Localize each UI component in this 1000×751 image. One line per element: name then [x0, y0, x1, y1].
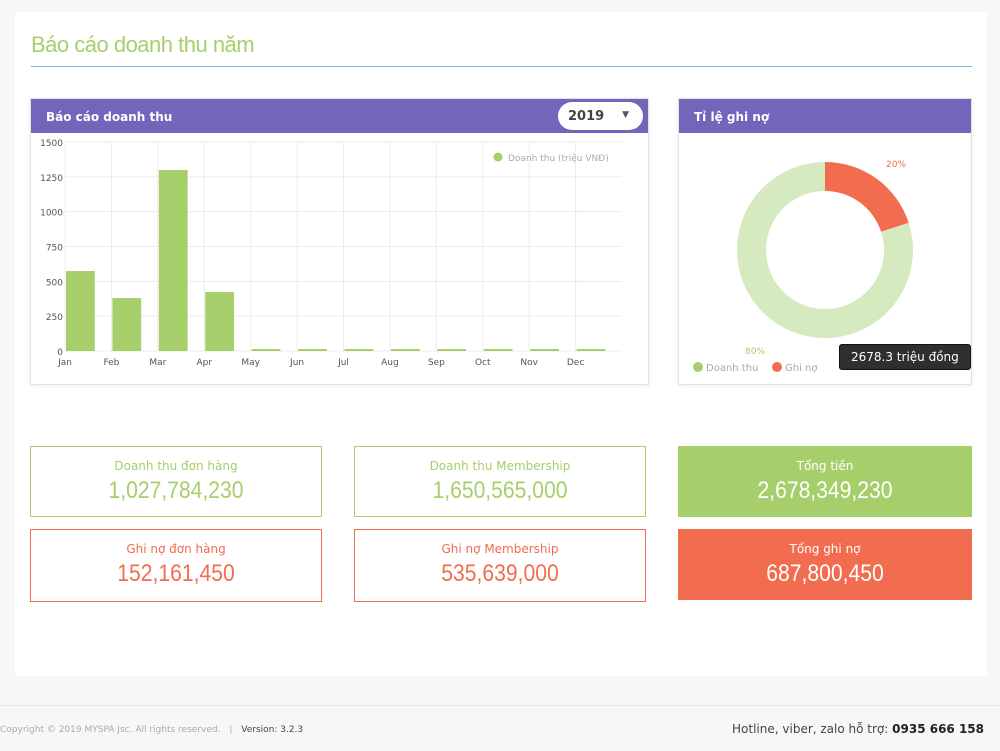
- legend-label: Doanh thu (triệu VNĐ): [508, 153, 609, 164]
- footer: Copyright © 2019 MYSPA Jsc. All rights r…: [0, 705, 1000, 751]
- y-tick-label: 500: [46, 278, 63, 288]
- x-tick-label: Oct: [475, 358, 491, 368]
- stat-label: Ghi nợ Membership: [441, 542, 559, 556]
- legend-label-revenue: Doanh thu: [706, 363, 758, 374]
- revenue-card-header: Báo cáo doanh thu 2019 ▼: [31, 99, 648, 133]
- stat-label: Tổng ghi nợ: [789, 542, 861, 556]
- x-tick-label: Sep: [428, 358, 445, 368]
- x-tick-label: Jul: [337, 358, 349, 368]
- chart-tooltip: 2678.3 triệu đồng: [839, 344, 971, 370]
- x-tick-label: May: [241, 358, 260, 368]
- slice-label-debt: 20%: [886, 160, 906, 170]
- caret-down-icon: ▼: [622, 110, 629, 120]
- stat-order-debt: Ghi nợ đơn hàng 152,161,450: [30, 529, 322, 602]
- bar-nov: [530, 349, 559, 351]
- y-tick-label: 0: [57, 348, 63, 358]
- y-tick-label: 1250: [40, 174, 63, 184]
- stat-value: 535,639,000: [441, 560, 559, 587]
- y-tick-label: 1000: [40, 209, 63, 219]
- x-tick-label: Mar: [149, 358, 166, 368]
- hotline-label: Hotline, viber, zalo hỗ trợ:: [732, 722, 889, 736]
- slice-label-revenue: 80%: [745, 347, 765, 357]
- stat-value: 687,800,450: [766, 560, 884, 587]
- hotline-number[interactable]: 0935 666 158: [892, 722, 984, 736]
- legend-dot: [493, 152, 503, 162]
- x-tick-label: Aug: [381, 358, 399, 368]
- stat-value: 1,027,784,230: [108, 477, 244, 504]
- stat-value: 152,161,450: [117, 560, 235, 587]
- x-tick-label: Dec: [567, 358, 584, 368]
- title-divider: [31, 66, 972, 67]
- bar-aug: [390, 349, 420, 351]
- bar-oct: [483, 349, 513, 351]
- stat-order-revenue: Doanh thu đơn hàng 1,027,784,230: [30, 446, 322, 517]
- debt-card-title: Tỉ lệ ghi nợ: [694, 110, 770, 124]
- stat-label: Ghi nợ đơn hàng: [126, 542, 226, 556]
- footer-separator: |: [229, 725, 233, 735]
- bar-jan: [66, 271, 95, 351]
- revenue-bar-chart: 0 250 500 750 1000 1250 1500 Jan Feb Mar Apr May Jun…: [40, 139, 622, 368]
- bar-may: [251, 349, 281, 351]
- x-tick-label: Nov: [520, 358, 538, 368]
- stat-total: Tổng tiền 2,678,349,230: [678, 446, 972, 517]
- debt-donut-chart: 20% 80% Doanh thu Ghi nợ: [693, 160, 913, 374]
- stat-value: 2,678,349,230: [757, 477, 893, 504]
- revenue-card: Báo cáo doanh thu 2019 ▼ 0 250 500 750 1000 12…: [30, 98, 649, 385]
- x-tick-label: Feb: [103, 358, 119, 368]
- bar-sep: [437, 349, 467, 351]
- year-select[interactable]: 2019 ▼: [558, 102, 643, 130]
- bar-mar: [158, 170, 188, 351]
- main-panel: Báo cáo doanh thu năm Báo cáo doanh thu …: [15, 12, 987, 676]
- stat-membership-debt: Ghi nợ Membership 535,639,000: [354, 529, 646, 602]
- x-tick-label: Jan: [57, 358, 72, 368]
- y-tick-label: 1500: [40, 139, 63, 149]
- bar-dec: [576, 349, 606, 351]
- stat-label: Doanh thu Membership: [429, 459, 571, 473]
- bar-apr: [205, 292, 235, 351]
- year-select-value: 2019: [568, 109, 605, 124]
- debt-ratio-card: Tỉ lệ ghi nợ 20% 80% Doanh thu Ghi nợ 2678.…: [678, 98, 972, 385]
- stat-total-debt: Tổng ghi nợ 687,800,450: [678, 529, 972, 600]
- donut-slice-debt: [825, 162, 909, 232]
- page-title: Báo cáo doanh thu năm: [31, 32, 255, 57]
- copyright: Copyright © 2019 MYSPA Jsc. All rights r…: [0, 725, 221, 735]
- x-tick-label: Jun: [289, 358, 304, 368]
- debt-card-header: Tỉ lệ ghi nợ: [679, 99, 971, 133]
- y-tick-label: 750: [46, 244, 63, 254]
- bar-jun: [298, 349, 327, 351]
- revenue-card-title: Báo cáo doanh thu: [46, 110, 173, 124]
- version: Version: 3.2.3: [241, 725, 304, 735]
- stat-value: 1,650,565,000: [432, 477, 568, 504]
- bar-feb: [112, 298, 142, 351]
- stat-label: Doanh thu đơn hàng: [114, 459, 238, 473]
- y-tick-label: 250: [46, 313, 63, 323]
- x-tick-label: Apr: [196, 358, 212, 368]
- stat-label: Tổng tiền: [796, 459, 854, 473]
- donut-slice-revenue: [737, 162, 913, 338]
- legend-label-debt: Ghi nợ: [785, 363, 818, 374]
- bar-jul: [344, 349, 374, 351]
- legend-dot-debt: [772, 362, 782, 372]
- legend-dot-revenue: [693, 362, 703, 372]
- stat-membership-revenue: Doanh thu Membership 1,650,565,000: [354, 446, 646, 517]
